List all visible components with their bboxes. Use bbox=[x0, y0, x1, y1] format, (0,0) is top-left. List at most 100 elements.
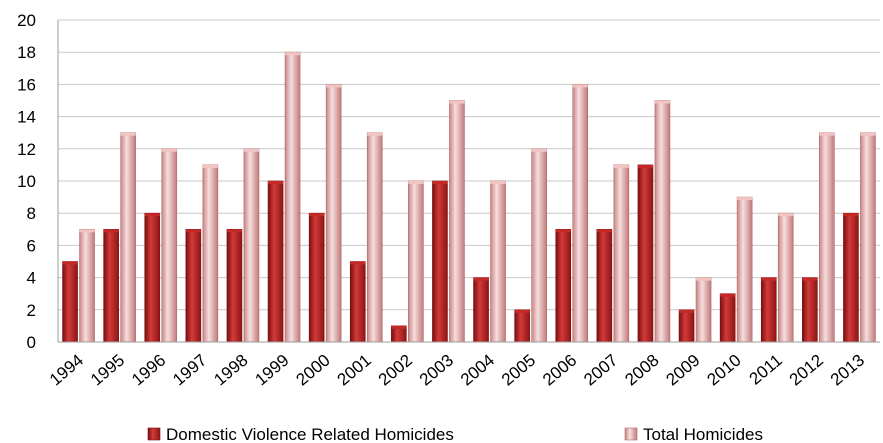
x-tick-label: 2002 bbox=[375, 351, 416, 390]
bar-domestic-violence bbox=[144, 212, 161, 343]
legend-swatch-total-homicides bbox=[624, 427, 638, 441]
bar-top-cap bbox=[555, 229, 571, 233]
bar-domestic-violence bbox=[103, 229, 119, 343]
bar-top-cap bbox=[103, 229, 119, 233]
bar-total-homicides bbox=[736, 196, 753, 343]
bar-total-homicides bbox=[79, 229, 95, 343]
bar-top-cap bbox=[62, 261, 78, 265]
x-tick-label: 2004 bbox=[457, 351, 498, 390]
x-tick-label: 2007 bbox=[580, 351, 621, 390]
bar-top-cap bbox=[408, 181, 424, 184]
bar-domestic-violence bbox=[555, 229, 572, 343]
x-tick-label: 2005 bbox=[498, 351, 539, 390]
bar-top-cap bbox=[309, 213, 325, 217]
bar-top-cap bbox=[144, 213, 160, 217]
x-tick-label: 1997 bbox=[169, 351, 210, 390]
bar-top-cap bbox=[596, 229, 612, 233]
bar-total-homicides bbox=[654, 100, 671, 343]
bar-top-cap bbox=[613, 164, 629, 168]
legend-label-total-homicides: Total Homicides bbox=[643, 425, 763, 443]
bar-domestic-violence bbox=[760, 277, 777, 343]
y-axis-ticks: 0 2 4 6 8 10 12 14 16 18 20 bbox=[17, 11, 36, 352]
bar-total-homicides bbox=[449, 100, 465, 343]
x-tick-label: 2013 bbox=[827, 351, 868, 390]
bar-total-homicides bbox=[366, 132, 383, 343]
grid-lines bbox=[58, 19, 880, 311]
bar-domestic-violence bbox=[267, 180, 284, 343]
x-tick-label: 1998 bbox=[210, 351, 251, 390]
bar-top-cap bbox=[654, 100, 670, 104]
bar-top-cap bbox=[350, 261, 366, 265]
bar-total-homicides bbox=[819, 132, 835, 343]
y-tick-label: 8 bbox=[27, 204, 36, 223]
bar-top-cap bbox=[737, 197, 753, 201]
bar-domestic-violence bbox=[226, 229, 243, 343]
bar-top-cap bbox=[637, 164, 653, 168]
bar-domestic-violence bbox=[349, 261, 366, 343]
bar-domestic-violence bbox=[802, 277, 818, 343]
bar-total-homicides bbox=[284, 51, 301, 343]
bar-top-cap bbox=[202, 164, 218, 168]
x-tick-label: 2009 bbox=[662, 351, 703, 390]
bar-top-cap bbox=[473, 277, 489, 281]
bar-top-cap bbox=[490, 181, 506, 184]
bar-top-cap bbox=[449, 100, 465, 104]
bar-top-cap bbox=[79, 229, 95, 233]
bar-top-cap bbox=[268, 181, 284, 184]
y-tick-label: 18 bbox=[17, 43, 36, 62]
y-tick-label: 14 bbox=[17, 108, 36, 127]
bar-top-cap bbox=[367, 132, 383, 136]
bar-domestic-violence bbox=[308, 212, 325, 343]
x-tick-label: 2008 bbox=[621, 351, 662, 390]
bar-top-cap bbox=[432, 181, 448, 184]
legend-swatch-domestic-violence bbox=[147, 427, 161, 441]
x-tick-label: 2006 bbox=[539, 351, 580, 390]
bar-top-cap bbox=[326, 84, 342, 88]
bar-domestic-violence bbox=[678, 309, 695, 343]
bar-top-cap bbox=[531, 148, 547, 152]
bar-top-cap bbox=[696, 277, 712, 281]
bar-top-cap bbox=[243, 148, 259, 152]
bar-total-homicides bbox=[408, 180, 424, 343]
x-tick-label: 2010 bbox=[704, 351, 745, 390]
bar-top-cap bbox=[514, 309, 530, 313]
bar-total-homicides bbox=[531, 148, 547, 343]
bar-top-cap bbox=[860, 132, 876, 136]
bar-total-homicides bbox=[325, 84, 342, 343]
bar-domestic-violence bbox=[843, 212, 859, 343]
bar-total-homicides bbox=[572, 84, 589, 343]
y-tick-label: 6 bbox=[27, 236, 36, 255]
bar-total-homicides bbox=[202, 164, 219, 343]
y-tick-label: 20 bbox=[17, 11, 36, 30]
bar-top-cap bbox=[120, 132, 136, 136]
bar-domestic-violence bbox=[185, 229, 202, 343]
bar-total-homicides bbox=[243, 148, 260, 343]
x-tick-label: 2001 bbox=[334, 351, 375, 390]
bar-total-homicides bbox=[695, 277, 712, 343]
bar-top-cap bbox=[391, 325, 407, 329]
bar-domestic-violence bbox=[432, 180, 448, 343]
bar-domestic-violence bbox=[514, 309, 530, 343]
bar-top-cap bbox=[679, 309, 695, 313]
bar-total-homicides bbox=[777, 212, 794, 343]
x-tick-label: 2012 bbox=[786, 351, 827, 390]
legend: Domestic Violence Related Homicides Total… bbox=[147, 425, 763, 443]
y-tick-label: 12 bbox=[17, 140, 36, 159]
y-tick-label: 10 bbox=[17, 172, 36, 191]
y-tick-label: 0 bbox=[27, 333, 36, 352]
bar-total-homicides bbox=[120, 132, 136, 343]
x-tick-label: 2003 bbox=[416, 351, 457, 390]
legend-label-domestic-violence: Domestic Violence Related Homicides bbox=[166, 425, 454, 443]
bars bbox=[62, 51, 876, 343]
bar-top-cap bbox=[720, 293, 736, 297]
y-tick-label: 2 bbox=[27, 301, 36, 320]
bar-top-cap bbox=[285, 52, 301, 56]
bar-total-homicides bbox=[490, 180, 506, 343]
bar-total-homicides bbox=[613, 164, 630, 343]
x-tick-label: 2011 bbox=[746, 351, 786, 389]
x-tick-label: 1999 bbox=[251, 351, 292, 390]
bar-top-cap bbox=[819, 132, 835, 136]
y-tick-label: 4 bbox=[27, 269, 36, 288]
bar-top-cap bbox=[761, 277, 777, 281]
